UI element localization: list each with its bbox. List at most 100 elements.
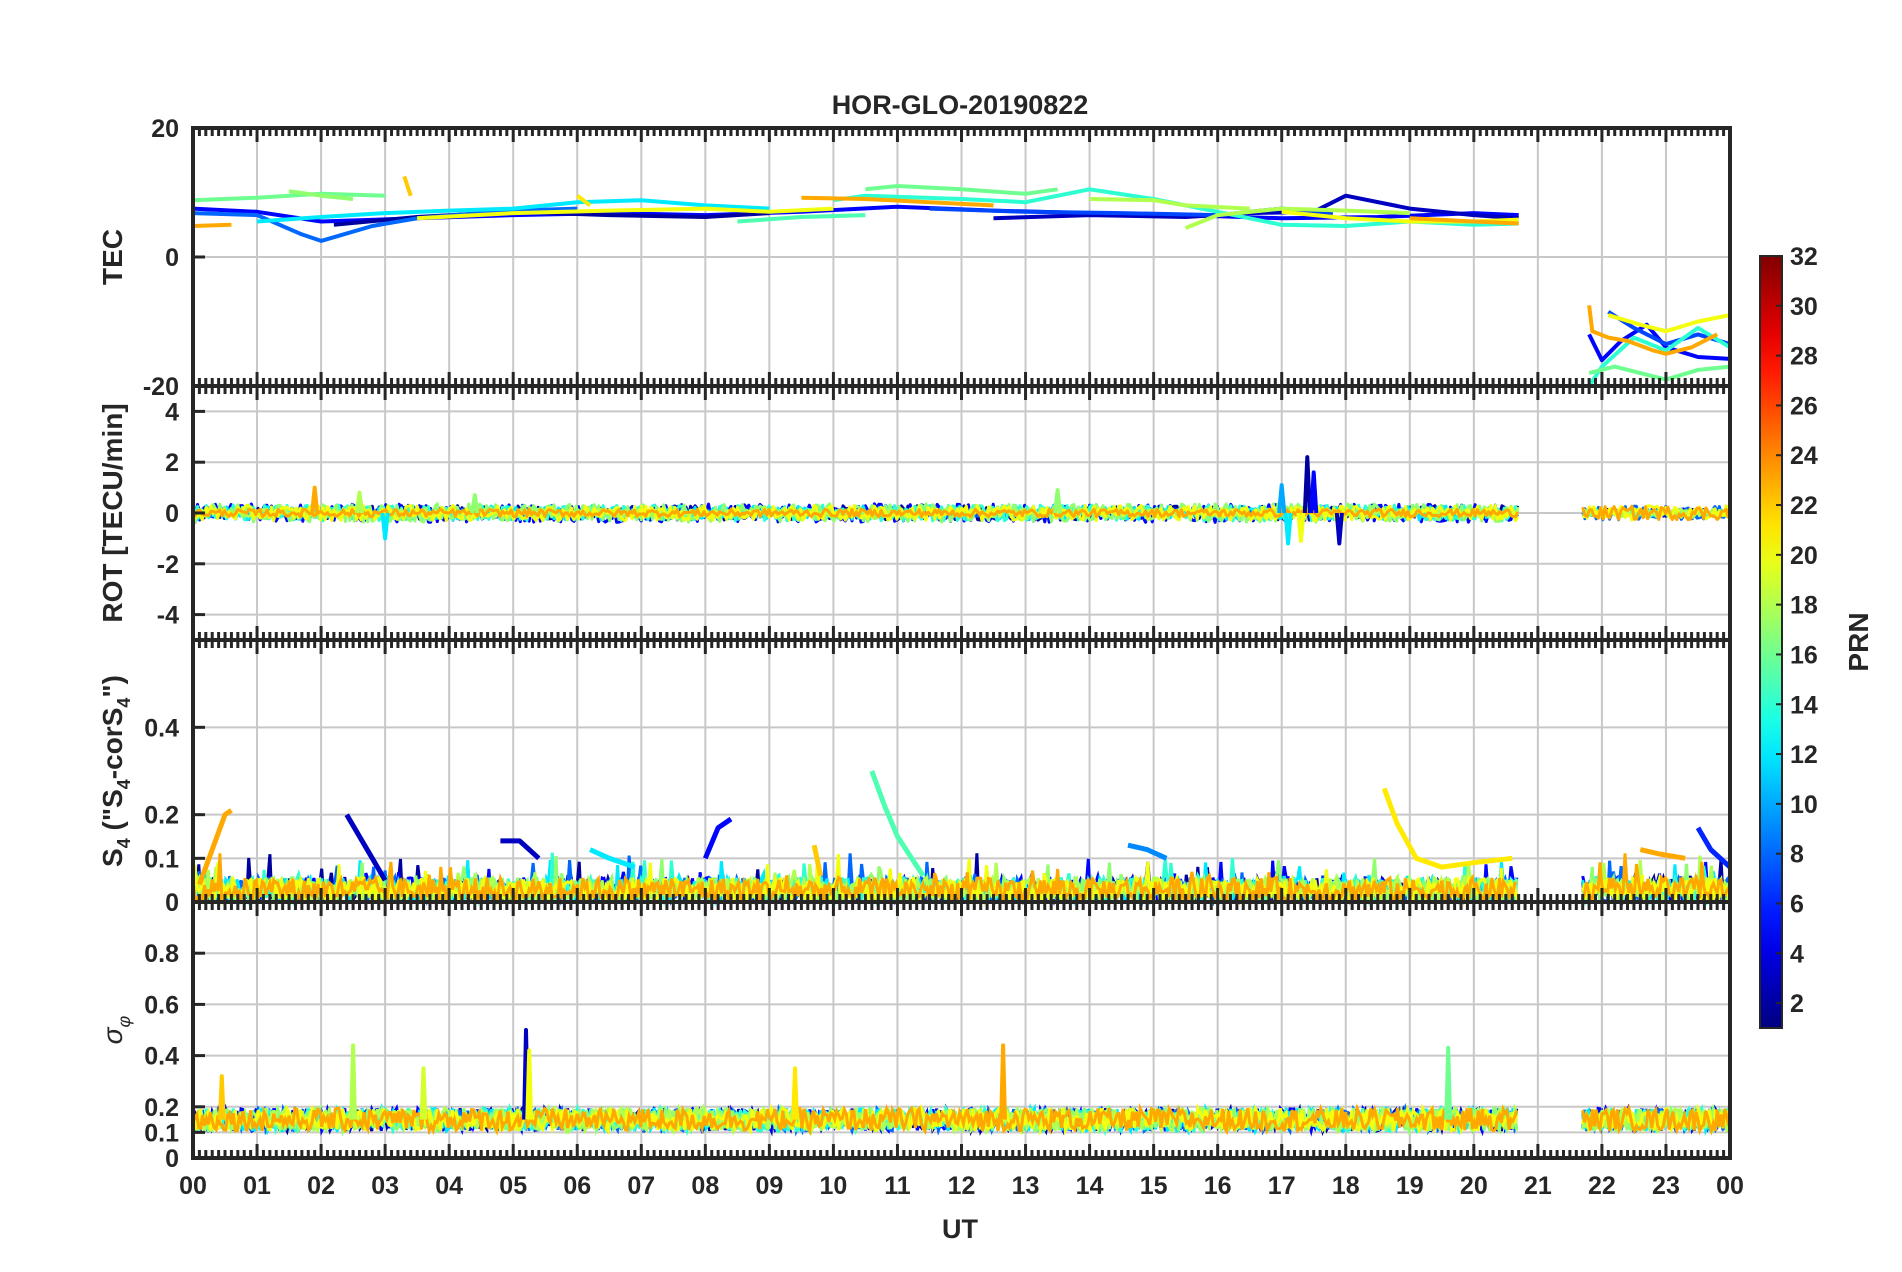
- colorbar-tick-label: 20: [1790, 542, 1818, 570]
- y-axis-label: σφ: [97, 1015, 134, 1044]
- x-tick-label: 07: [627, 1172, 655, 1200]
- y-tick-label: 0.2: [144, 802, 179, 830]
- sigma-trace-prn-23: [191, 1102, 1519, 1137]
- y-axis: 0.8 0.6 0.4 0.20.10: [144, 940, 205, 1173]
- s4-feature-prn-23: [197, 808, 233, 886]
- x-ticks: [191, 128, 1732, 386]
- panel-s4: 0.4 0.2 0.1 0 S4​ ("S4​-corS4​"): [97, 638, 1732, 917]
- colorbar-tick-label: 16: [1790, 641, 1818, 669]
- rot-trace-prn-23: [191, 507, 1520, 519]
- x-tick-label: 00: [179, 1172, 207, 1200]
- y-tick-label: 0: [165, 500, 179, 528]
- y-tick-label: 4: [165, 398, 179, 426]
- rot-spike-prn-20: [1296, 512, 1306, 543]
- series-group: [191, 770, 1732, 907]
- y-tick-label: 0: [165, 1145, 179, 1173]
- rot-spike-prn-3: [1334, 512, 1344, 546]
- s4-feature-prn-3: [500, 838, 541, 861]
- x-tick-label: 03: [371, 1172, 399, 1200]
- y-tick-label: 0: [165, 244, 179, 272]
- s4-trace-prn-23: [1581, 853, 1730, 905]
- colorbar-ramp: [1759, 255, 1783, 1029]
- tec-curve-prn-17: [288, 189, 354, 201]
- x-tick-label: 14: [1076, 1172, 1104, 1200]
- x-tick-label: 11: [884, 1172, 911, 1200]
- x-ticks: [191, 902, 1732, 1158]
- y-tick-label: 0.8: [144, 940, 179, 968]
- rot-spike-prn-17: [470, 493, 480, 514]
- chart-title: HOR-GLO-20190822: [832, 90, 1089, 120]
- sigma-spike-prn-20: [525, 1048, 534, 1120]
- colorbar-tick-label: 18: [1790, 592, 1818, 620]
- x-tick-label: 18: [1332, 1172, 1360, 1200]
- y-tick-label: 0.4: [144, 1043, 179, 1071]
- series-group: [191, 1028, 1731, 1137]
- s4-feature-prn-21: [1381, 787, 1513, 870]
- sigma-spike-prn-22: [217, 1074, 226, 1120]
- x-tick-label: 02: [307, 1172, 335, 1200]
- s4-feature-prn-3: [344, 813, 388, 882]
- colorbar-tick-label: 30: [1790, 293, 1818, 321]
- sigma-spike-prn-18: [349, 1043, 357, 1120]
- x-tick-label: 17: [1268, 1172, 1296, 1200]
- colorbar-label: PRN: [1843, 612, 1874, 671]
- x-tick-label: 04: [435, 1172, 463, 1200]
- rot-spike-prn-10: [1277, 483, 1287, 514]
- sigma-spike-prn-23: [999, 1043, 1007, 1120]
- colorbar-tick-label: 12: [1790, 741, 1818, 769]
- tec-curve-prn-8: [192, 206, 578, 243]
- series-group: [192, 175, 1732, 388]
- sigma-spike-prn-16: [1444, 1045, 1453, 1120]
- x-tick-label: 06: [563, 1172, 591, 1200]
- y-axis-label: S4​ ("S4​-corS4​"): [97, 675, 134, 867]
- y-tick-label: 0: [165, 889, 179, 917]
- colorbar-tick-label: 10: [1790, 791, 1818, 819]
- colorbar-tick-label: 24: [1790, 442, 1818, 470]
- colorbar-tick-label: 28: [1790, 343, 1818, 371]
- x-tick-label: 10: [820, 1172, 848, 1200]
- y-tick-label: 0.2: [144, 1094, 179, 1122]
- series-group: [191, 455, 1730, 546]
- x-tick-label: 12: [948, 1172, 976, 1200]
- panel-sigma: 0.8 0.6 0.4 0.20.10 σφ: [97, 900, 1732, 1173]
- colorbar-tick-label: 6: [1790, 890, 1804, 918]
- tec-curve-prn-20: [1607, 313, 1731, 334]
- tec-curve-prn-23: [1409, 216, 1519, 226]
- y-axis-label: TEC: [97, 229, 128, 285]
- s4-feature-prn-5: [702, 816, 733, 860]
- colorbar-tick-label: 4: [1790, 940, 1804, 968]
- rot-trace-prn-23: [1581, 504, 1730, 522]
- x-tick-label: 05: [499, 1172, 527, 1200]
- tec-curve-prn-18: [1184, 206, 1410, 230]
- x-tick-label: 15: [1140, 1172, 1168, 1200]
- panel-rot: 4 2 0 -2 -4 ROT [TECU/min]: [97, 384, 1732, 642]
- tec-curve-prn-23: [1587, 305, 1719, 356]
- x-axis-ticklabels: 00 01 02 03 04 05 06 07 08 09 10 11 12 13 14 15 16 17 18 19…: [179, 1172, 1744, 1200]
- rot-spike-prn-18: [354, 490, 365, 514]
- rot-spike-prn-23: [310, 485, 320, 514]
- y-tick-label: 2: [165, 449, 179, 477]
- y-axis-label: ROT [TECU/min]: [97, 403, 128, 622]
- s4-feature-prn-15: [869, 770, 926, 878]
- s4-feature-prn-6: [1695, 826, 1732, 869]
- colorbar-tick-label: 32: [1790, 243, 1818, 271]
- rot-spike-prn-12: [380, 512, 390, 541]
- tec-curve-prn-16: [865, 184, 1058, 196]
- y-tick-label: -4: [157, 602, 179, 630]
- x-tick-label: 16: [1204, 1172, 1232, 1200]
- s4-feature-prn-12: [589, 847, 636, 870]
- tec-curve-prn-16: [192, 191, 386, 203]
- tec-curve-prn-15: [737, 213, 866, 224]
- x-axis-label: UT: [942, 1214, 978, 1244]
- y-tick-label: 0.6: [144, 991, 179, 1019]
- x-tick-label: 08: [691, 1172, 719, 1200]
- x-tick-label: 13: [1012, 1172, 1040, 1200]
- colorbar-tick-label: 2: [1790, 990, 1804, 1018]
- x-tick-label: 23: [1652, 1172, 1680, 1200]
- x-tick-label: 00: [1716, 1172, 1744, 1200]
- x-tick-label: 01: [243, 1172, 271, 1200]
- y-tick-label: 20: [151, 115, 179, 143]
- sigma-trace-prn-23: [1581, 1103, 1731, 1136]
- x-tick-label: 21: [1524, 1172, 1552, 1200]
- y-tick-label: -2: [157, 551, 179, 579]
